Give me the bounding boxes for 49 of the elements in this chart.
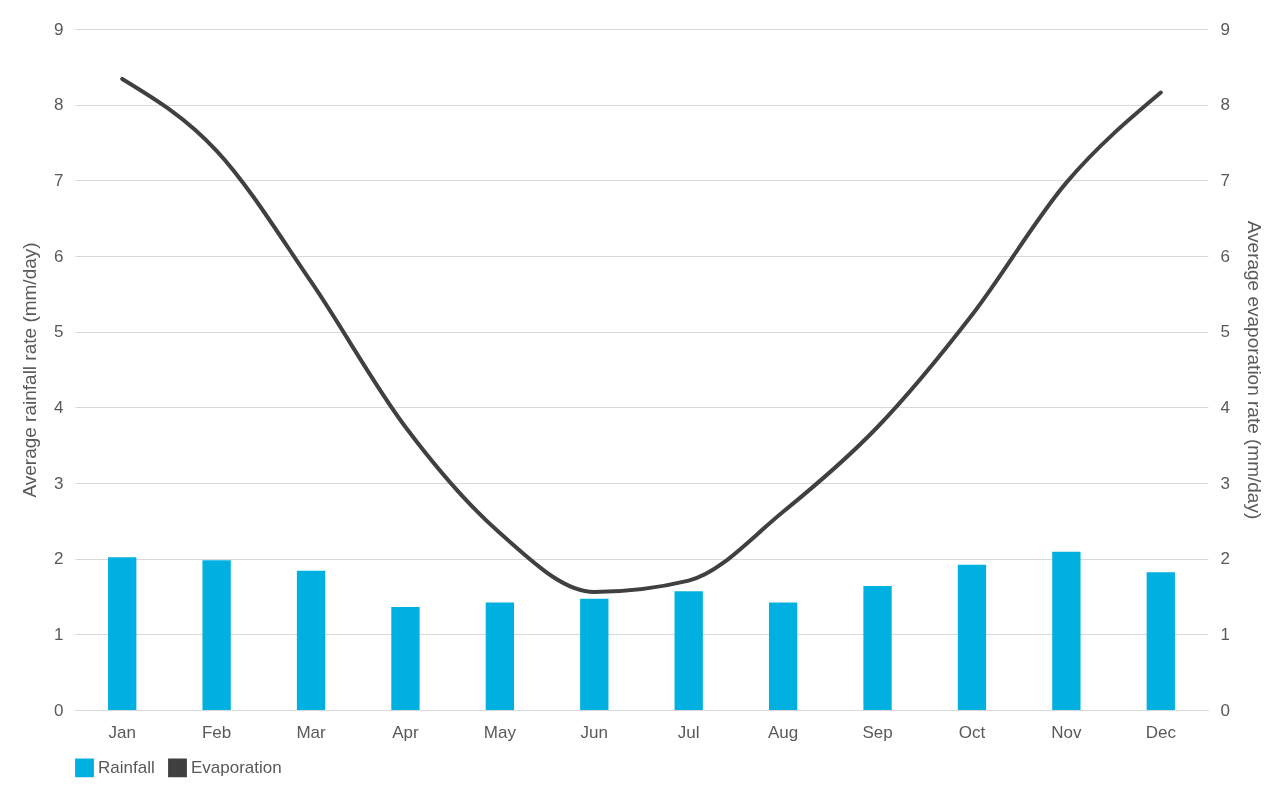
bar <box>863 585 892 710</box>
x-tick-label: Apr <box>392 722 420 742</box>
y-tick-label: 8 <box>54 95 64 115</box>
y2-tick-label: 1 <box>1220 624 1230 644</box>
y2-tick-label: 0 <box>1220 700 1230 720</box>
y2-tick-label: 8 <box>1220 95 1230 115</box>
y-tick-label: 4 <box>54 397 64 417</box>
y-tick-label: 0 <box>54 700 64 720</box>
x-tick-label: Jul <box>677 722 700 742</box>
bar <box>108 557 137 710</box>
y-tick-label: 2 <box>54 549 64 569</box>
y-tick-label: 9 <box>54 19 64 39</box>
legend-label: Rainfall <box>98 757 155 777</box>
bar <box>1146 572 1175 710</box>
x-tick-label: Sep <box>862 722 893 742</box>
legend-label: Evaporation <box>191 757 282 777</box>
x-tick-label: Nov <box>1051 722 1082 742</box>
bar <box>202 560 231 710</box>
y2-tick-label: 7 <box>1220 170 1230 190</box>
x-tick-label: Oct <box>958 722 986 742</box>
bar <box>1052 551 1081 710</box>
bar <box>580 598 609 710</box>
y-tick-label: 6 <box>54 246 64 266</box>
bar <box>957 564 987 710</box>
x-tick-label: May <box>483 722 517 742</box>
y-tick-label: 7 <box>54 170 64 190</box>
y-tick-label: 5 <box>54 322 64 342</box>
x-tick-label: Dec <box>1145 722 1177 742</box>
x-tick-label: Jan <box>108 722 136 742</box>
x-tick-label: Jun <box>580 722 608 742</box>
x-tick-label: Aug <box>768 722 799 742</box>
bar <box>768 602 798 710</box>
bar <box>391 607 420 710</box>
bar <box>485 602 515 710</box>
y2-axis-title: Average evaporation rate (mm/day) <box>1243 220 1265 520</box>
bar <box>296 570 326 710</box>
bar <box>674 591 703 710</box>
y2-tick-label: 9 <box>1220 19 1230 39</box>
line-series <box>120 76 1163 594</box>
y2-tick-label: 4 <box>1220 397 1230 417</box>
y2-tick-label: 5 <box>1220 322 1230 342</box>
y-tick-label: 1 <box>54 624 64 644</box>
y2-tick-label: 6 <box>1220 246 1230 266</box>
y2-tick-label: 2 <box>1220 549 1230 569</box>
y2-tick-label: 3 <box>1220 473 1230 493</box>
x-tick-label: Mar <box>296 722 327 742</box>
x-tick-label: Feb <box>201 722 232 742</box>
y-tick-label: 3 <box>54 473 64 493</box>
y-axis-title: Average rainfall rate (mm/day) <box>19 242 41 498</box>
